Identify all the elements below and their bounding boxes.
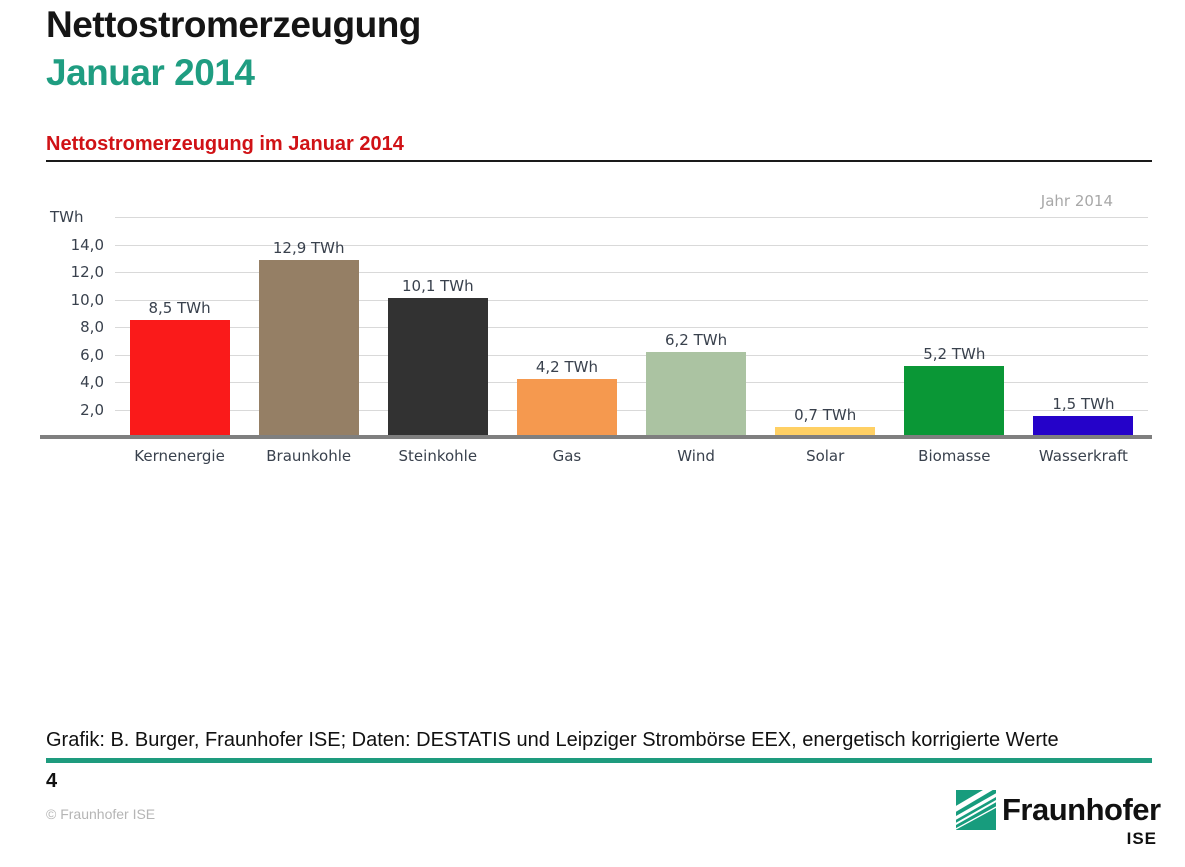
- bar-value-label: 12,9 TWh: [272, 238, 345, 257]
- x-axis-category-labels: Kernenergie Braunkohle Steinkohle Gas Wind So…: [115, 447, 1148, 465]
- page-number: 4: [46, 770, 58, 792]
- y-tick-label: 4,0: [80, 373, 104, 391]
- category-label-wind: Wind: [677, 447, 715, 465]
- source-note: Grafik: B. Burger, Fraunhofer ISE; Daten…: [46, 729, 1059, 751]
- bar-gas: [516, 379, 617, 437]
- fraunhofer-logo-wordmark: Fraunhofer: [1002, 792, 1161, 827]
- bar-biomasse: [904, 365, 1005, 437]
- bar-slot-wind: 6,2 TWh: [632, 217, 761, 437]
- gridline: [115, 299, 1148, 301]
- y-axis-unit-label: TWh: [50, 208, 84, 226]
- bar-value-label: 0,7 TWh: [794, 406, 857, 425]
- footer-divider: [46, 758, 1152, 763]
- gridline: [115, 354, 1148, 356]
- bar-value-label: 1,5 TWh: [1052, 395, 1115, 414]
- bar-chart-plot-area: 8,5 TWh 12,9 TWh 10,1 TWh 4,2 TWh 6,2 TWh 0,7…: [115, 217, 1148, 437]
- category-label-gas: Gas: [552, 447, 582, 465]
- bar-value-label: 4,2 TWh: [535, 358, 598, 377]
- bar-slot-solar: 0,7 TWh: [761, 217, 890, 437]
- category-label-solar: Solar: [806, 447, 845, 465]
- page-subtitle: Januar 2014: [46, 52, 255, 93]
- y-tick-label: 2,0: [80, 400, 104, 419]
- bar-slot-kernenergie: 8,5 TWh: [115, 217, 244, 437]
- x-axis-line: [40, 435, 1152, 439]
- y-tick-label: 8,0: [80, 318, 104, 336]
- gridline: [115, 382, 1148, 383]
- y-axis-tick-labels: 2,0 4,0 6,0 8,0 10,0 12,0 14,0: [40, 217, 104, 437]
- chart-title: Nettostromerzeugung im Januar 2014: [46, 133, 404, 155]
- chart-corner-label: Jahr 2014: [1040, 192, 1113, 210]
- page-title: Nettostromerzeugung: [46, 4, 421, 45]
- bar-slot-gas: 4,2 TWh: [502, 217, 631, 437]
- y-tick-label: 14,0: [70, 235, 104, 254]
- bar-slot-braunkohle: 12,9 TWh: [244, 217, 373, 437]
- category-label-biomasse: Biomasse: [918, 447, 991, 465]
- category-label-steinkohle: Steinkohle: [398, 447, 478, 465]
- fraunhofer-logo-ise: ISE: [1126, 829, 1157, 848]
- gridline: [115, 244, 1148, 246]
- bar-wind: [646, 351, 747, 437]
- category-label-wasserkraft: Wasserkraft: [1038, 447, 1128, 465]
- gridline: [115, 217, 1148, 218]
- bar-braunkohle: [258, 259, 359, 437]
- y-tick-label: 10,0: [70, 290, 104, 309]
- bar-solar: [775, 427, 876, 437]
- y-tick-label: 12,0: [70, 263, 104, 281]
- fraunhofer-stripes-icon: [952, 781, 1000, 831]
- bar-value-label: 6,2 TWh: [665, 330, 728, 349]
- category-label-braunkohle: Braunkohle: [266, 447, 352, 465]
- category-label-kernenergie: Kernenergie: [134, 447, 225, 465]
- bar-value-label: 8,5 TWh: [148, 299, 211, 318]
- bar-slot-steinkohle: 10,1 TWh: [373, 217, 502, 437]
- bar-slot-biomasse: 5,2 TWh: [890, 217, 1019, 437]
- bar-slot-wasserkraft: 1,5 TWh: [1019, 217, 1148, 437]
- bar-kernenergie: [129, 320, 230, 437]
- gridline: [115, 409, 1148, 411]
- gridline: [115, 272, 1148, 273]
- bar-wasserkraft: [1033, 416, 1134, 437]
- bar-steinkohle: [387, 298, 488, 437]
- bar-value-label: 5,2 TWh: [923, 344, 986, 363]
- bar-value-label: 10,1 TWh: [401, 277, 474, 296]
- copyright-note: © Fraunhofer ISE: [46, 806, 156, 822]
- gridline: [115, 327, 1148, 328]
- y-tick-label: 6,0: [80, 345, 104, 364]
- chart-title-divider: [46, 160, 1152, 162]
- fraunhofer-logo-icon: [952, 781, 1000, 831]
